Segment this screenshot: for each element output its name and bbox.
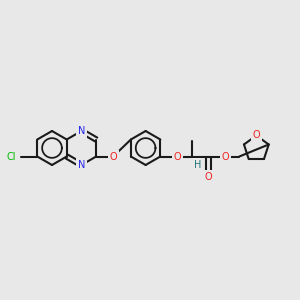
Text: O: O	[173, 152, 181, 161]
Text: O: O	[221, 152, 229, 161]
Text: O: O	[110, 152, 117, 161]
Text: Cl: Cl	[7, 152, 16, 161]
Text: N: N	[78, 126, 85, 136]
Text: N: N	[78, 160, 85, 170]
Text: O: O	[253, 130, 260, 140]
Text: H: H	[194, 160, 202, 170]
Text: O: O	[205, 172, 212, 182]
